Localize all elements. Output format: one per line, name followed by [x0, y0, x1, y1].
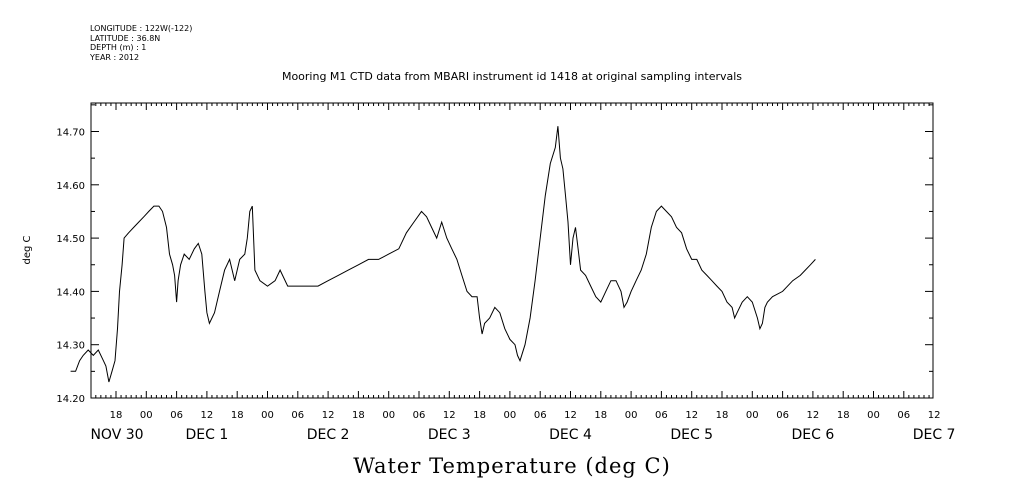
- x-axis-label: Water Temperature (deg C): [353, 454, 671, 478]
- x-hour-label: 18: [594, 410, 607, 421]
- x-hour-label: 00: [140, 410, 153, 421]
- x-hour-label: 18: [473, 410, 486, 421]
- x-hour-label: 00: [867, 410, 880, 421]
- x-day-label: DEC 4: [549, 427, 592, 443]
- x-hour-label: 12: [928, 410, 941, 421]
- x-hour-label: 12: [807, 410, 820, 421]
- x-day-label: NOV 30: [90, 427, 143, 443]
- longitude-text: LONGITUDE : 122W(-122): [90, 24, 192, 33]
- x-hour-label: 06: [897, 410, 910, 421]
- x-hour-label: 00: [746, 410, 759, 421]
- plot-frame: [90, 102, 934, 399]
- x-day-label: DEC 6: [792, 427, 835, 443]
- x-day-label: DEC 7: [913, 427, 956, 443]
- x-hour-label: 06: [413, 410, 426, 421]
- y-axis: 14.20 14.30 14.40 14.50 14.60 14.70: [56, 104, 933, 405]
- y-tick-label: 14.50: [56, 234, 85, 245]
- x-hour-label: 12: [443, 410, 456, 421]
- x-hour-label: 00: [382, 410, 395, 421]
- x-hour-label: 18: [110, 410, 123, 421]
- y-tick-label: 14.40: [56, 287, 85, 298]
- x-hour-label: 06: [170, 410, 183, 421]
- x-day-label: DEC 1: [186, 427, 229, 443]
- x-hour-label: 06: [534, 410, 547, 421]
- x-hour-label: 18: [716, 410, 729, 421]
- y-tick-label: 14.30: [56, 341, 85, 352]
- x-hour-label: 00: [261, 410, 274, 421]
- x-hour-label: 00: [625, 410, 638, 421]
- chart-title: Mooring M1 CTD data from MBARI instrumen…: [282, 70, 742, 83]
- y-tick-label: 14.70: [56, 128, 85, 139]
- x-hour-label: 18: [837, 410, 850, 421]
- year-text: YEAR : 2012: [89, 53, 139, 62]
- x-day-label: DEC 5: [670, 427, 713, 443]
- x-hour-label: 06: [776, 410, 789, 421]
- depth-text: DEPTH (m) : 1: [90, 43, 146, 52]
- y-axis-label: deg C: [22, 235, 33, 264]
- temperature-series-line: [70, 126, 816, 383]
- x-hour-label: 12: [564, 410, 577, 421]
- x-hour-label: 12: [322, 410, 335, 421]
- x-hour-label: 18: [352, 410, 365, 421]
- x-hour-label: 06: [655, 410, 668, 421]
- x-day-label: DEC 2: [307, 427, 350, 443]
- x-hour-label: 12: [201, 410, 214, 421]
- x-day-label: DEC 3: [428, 427, 471, 443]
- x-hour-label: 12: [685, 410, 698, 421]
- latitude-text: LATITUDE : 36.8N: [90, 34, 160, 43]
- x-axis: 18 00 06 12 18 00 06 12 18 00 06 12 18 00 06 12 18 00 06 12…: [90, 103, 955, 443]
- y-tick-label: 14.60: [56, 181, 85, 192]
- x-hour-label: 06: [291, 410, 304, 421]
- x-hour-label: 18: [231, 410, 244, 421]
- y-tick-label: 14.20: [56, 394, 85, 405]
- x-hour-label: 00: [504, 410, 517, 421]
